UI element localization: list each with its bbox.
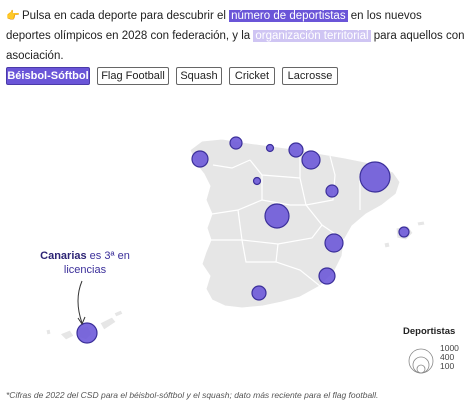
bubble-andalucia[interactable]: [251, 285, 267, 301]
bubble-aragon[interactable]: [325, 184, 339, 198]
sport-button-beisbol-softbol[interactable]: Béisbol-Sóftbol: [6, 67, 90, 85]
island-menorca: [416, 220, 426, 227]
bubble-cantabria[interactable]: [265, 143, 275, 153]
bubble-cataluna[interactable]: [359, 161, 391, 193]
bubble-galicia[interactable]: [191, 150, 209, 168]
legend-value-100: 100: [440, 361, 455, 371]
bubble-asturias[interactable]: [229, 136, 243, 150]
bubble-castilla-leon[interactable]: [252, 176, 262, 186]
legend-circle-100: [416, 364, 426, 374]
intro-part-1: Pulsa en cada deporte para descubrir el: [22, 10, 230, 22]
callout-arrow: [77, 280, 83, 324]
island-tenerife: [59, 329, 75, 341]
bubble-comunidad-valenciana[interactable]: [324, 233, 344, 253]
sport-button-flag-football[interactable]: Flag Football: [97, 67, 169, 85]
footnote: *Cifras de 2022 del CSD para el béisbol-…: [6, 390, 379, 400]
intro-part-3: para aquellos con asociación.: [6, 30, 465, 62]
island-ibiza: [383, 241, 391, 249]
island-lanzarote: [113, 309, 124, 318]
intro-text: 👉 Pulsa en cada deporte para descubrir el…: [6, 6, 468, 66]
legend-value-1000: 1000: [440, 343, 459, 353]
legend-circle-1000: [408, 348, 434, 374]
highlight-athletes: número de deportistas: [229, 10, 348, 22]
callout-arrowhead: [77, 316, 86, 326]
island-la-palma: [45, 328, 52, 336]
bubble-murcia[interactable]: [318, 267, 336, 285]
pointing-hand-icon: 👉: [6, 10, 20, 22]
sport-button-lacrosse[interactable]: Lacrosse: [282, 67, 338, 85]
legend-value-400: 400: [440, 352, 455, 362]
bubbles: [76, 136, 410, 344]
bubble-navarra[interactable]: [301, 150, 321, 170]
region-borders: [211, 150, 361, 287]
callout-text: es 3ª en licencias: [63, 250, 130, 276]
bubble-baleares[interactable]: [398, 226, 410, 238]
sport-button-squash[interactable]: Squash: [176, 67, 222, 85]
sport-button-cricket[interactable]: Cricket: [229, 67, 275, 85]
intro-part-2: en los nuevos deportes olímpicos en 2028…: [6, 10, 422, 42]
bubble-canarias[interactable]: [76, 322, 98, 344]
bubble-madrid[interactable]: [264, 203, 290, 229]
island-fuerteventura: [99, 316, 117, 331]
size-legend: [408, 348, 434, 374]
canarias-callout: Canarias es 3ª en licencias: [30, 249, 140, 277]
legend-title: Deportistas: [403, 326, 456, 337]
callout-bold: Canarias: [40, 250, 87, 262]
highlight-territorial: organización territorial: [253, 30, 371, 42]
bubble-pais-vasco[interactable]: [288, 142, 304, 158]
